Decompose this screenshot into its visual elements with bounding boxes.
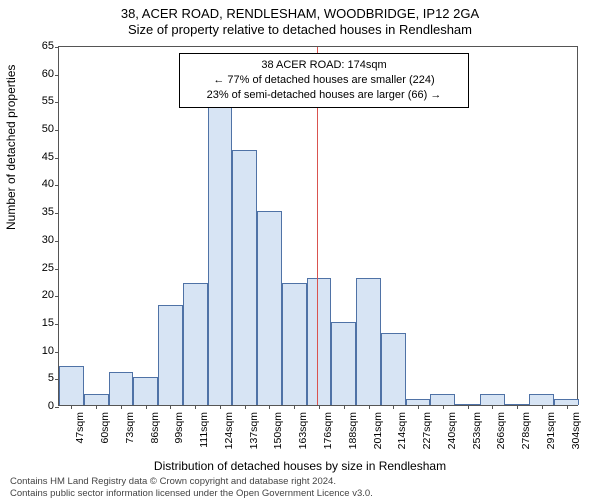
- x-tick: [170, 405, 171, 409]
- y-tick-label: 35: [24, 206, 54, 218]
- histogram-bar: [282, 283, 307, 405]
- x-tick-label: 227sqm: [421, 412, 433, 462]
- x-tick: [542, 405, 543, 409]
- chart-title-line2: Size of property relative to detached ho…: [0, 22, 600, 37]
- x-tick-label: 304sqm: [570, 412, 582, 462]
- x-tick: [344, 405, 345, 409]
- histogram-bar: [232, 150, 257, 405]
- y-tick-label: 50: [24, 123, 54, 135]
- x-tick: [393, 405, 394, 409]
- x-tick-label: 163sqm: [297, 412, 309, 462]
- histogram-bar: [84, 394, 109, 405]
- histogram-bar: [430, 394, 455, 405]
- x-tick-label: 291sqm: [545, 412, 557, 462]
- histogram-bar: [331, 322, 356, 405]
- histogram-bar: [208, 106, 233, 405]
- x-tick: [269, 405, 270, 409]
- histogram-bar: [133, 377, 158, 405]
- histogram-bar: [158, 305, 183, 405]
- y-tick-label: 5: [24, 372, 54, 384]
- x-tick-label: 150sqm: [272, 412, 284, 462]
- x-tick: [195, 405, 196, 409]
- x-tick-label: 124sqm: [223, 412, 235, 462]
- y-tick-label: 55: [24, 95, 54, 107]
- x-tick-label: 73sqm: [124, 412, 136, 462]
- x-tick: [121, 405, 122, 409]
- y-tick: [55, 241, 59, 242]
- x-tick: [369, 405, 370, 409]
- y-tick-label: 60: [24, 68, 54, 80]
- annotation-line1: 38 ACER ROAD: 174sqm: [186, 58, 462, 73]
- histogram-bar: [356, 278, 381, 405]
- x-tick: [492, 405, 493, 409]
- y-tick-label: 25: [24, 262, 54, 274]
- x-tick: [418, 405, 419, 409]
- y-tick-label: 30: [24, 234, 54, 246]
- x-tick-label: 240sqm: [446, 412, 458, 462]
- histogram-bar: [257, 211, 282, 405]
- x-tick-label: 137sqm: [248, 412, 260, 462]
- x-tick-label: 253sqm: [471, 412, 483, 462]
- y-tick: [55, 213, 59, 214]
- x-tick: [245, 405, 246, 409]
- y-tick-label: 0: [24, 400, 54, 412]
- x-tick-label: 111sqm: [198, 412, 210, 462]
- histogram-bar: [529, 394, 554, 405]
- x-tick: [146, 405, 147, 409]
- y-tick-label: 45: [24, 151, 54, 163]
- x-tick: [294, 405, 295, 409]
- chart-title-line1: 38, ACER ROAD, RENDLESHAM, WOODBRIDGE, I…: [0, 6, 600, 21]
- x-tick-label: 47sqm: [74, 412, 86, 462]
- annotation-box: 38 ACER ROAD: 174sqm ← 77% of detached h…: [179, 53, 469, 108]
- y-tick: [55, 130, 59, 131]
- histogram-bar: [59, 366, 84, 405]
- x-tick-label: 201sqm: [372, 412, 384, 462]
- x-tick-label: 278sqm: [520, 412, 532, 462]
- y-tick: [55, 296, 59, 297]
- x-tick-label: 176sqm: [322, 412, 334, 462]
- histogram-bar: [480, 394, 505, 405]
- x-tick-label: 214sqm: [396, 412, 408, 462]
- y-tick: [55, 185, 59, 186]
- y-tick: [55, 407, 59, 408]
- x-tick: [319, 405, 320, 409]
- x-tick-label: 188sqm: [347, 412, 359, 462]
- x-tick: [220, 405, 221, 409]
- y-tick-label: 40: [24, 178, 54, 190]
- x-tick-label: 60sqm: [99, 412, 111, 462]
- y-tick-label: 20: [24, 289, 54, 301]
- y-tick-label: 65: [24, 40, 54, 52]
- x-tick: [567, 405, 568, 409]
- x-tick-label: 86sqm: [149, 412, 161, 462]
- chart-container: 38, ACER ROAD, RENDLESHAM, WOODBRIDGE, I…: [0, 0, 600, 500]
- histogram-bar: [307, 278, 332, 405]
- footer-line1: Contains HM Land Registry data © Crown c…: [10, 476, 373, 488]
- annotation-line2: ← 77% of detached houses are smaller (22…: [186, 73, 462, 88]
- y-axis-label: Number of detached properties: [4, 65, 18, 230]
- y-tick: [55, 75, 59, 76]
- y-tick: [55, 102, 59, 103]
- y-tick-label: 10: [24, 345, 54, 357]
- plot-area: 38 ACER ROAD: 174sqm ← 77% of detached h…: [58, 46, 578, 406]
- histogram-bar: [381, 333, 406, 405]
- footer-line2: Contains public sector information licen…: [10, 488, 373, 500]
- histogram-bar: [183, 283, 208, 405]
- y-tick: [55, 47, 59, 48]
- y-tick: [55, 324, 59, 325]
- y-tick: [55, 352, 59, 353]
- y-tick: [55, 269, 59, 270]
- x-tick: [71, 405, 72, 409]
- x-tick-label: 266sqm: [495, 412, 507, 462]
- x-tick: [443, 405, 444, 409]
- histogram-bar: [109, 372, 134, 405]
- x-tick-label: 99sqm: [173, 412, 185, 462]
- x-tick: [96, 405, 97, 409]
- footer-text: Contains HM Land Registry data © Crown c…: [10, 476, 373, 500]
- x-tick: [468, 405, 469, 409]
- y-tick: [55, 158, 59, 159]
- y-tick-label: 15: [24, 317, 54, 329]
- x-tick: [517, 405, 518, 409]
- annotation-line3: 23% of semi-detached houses are larger (…: [186, 88, 462, 103]
